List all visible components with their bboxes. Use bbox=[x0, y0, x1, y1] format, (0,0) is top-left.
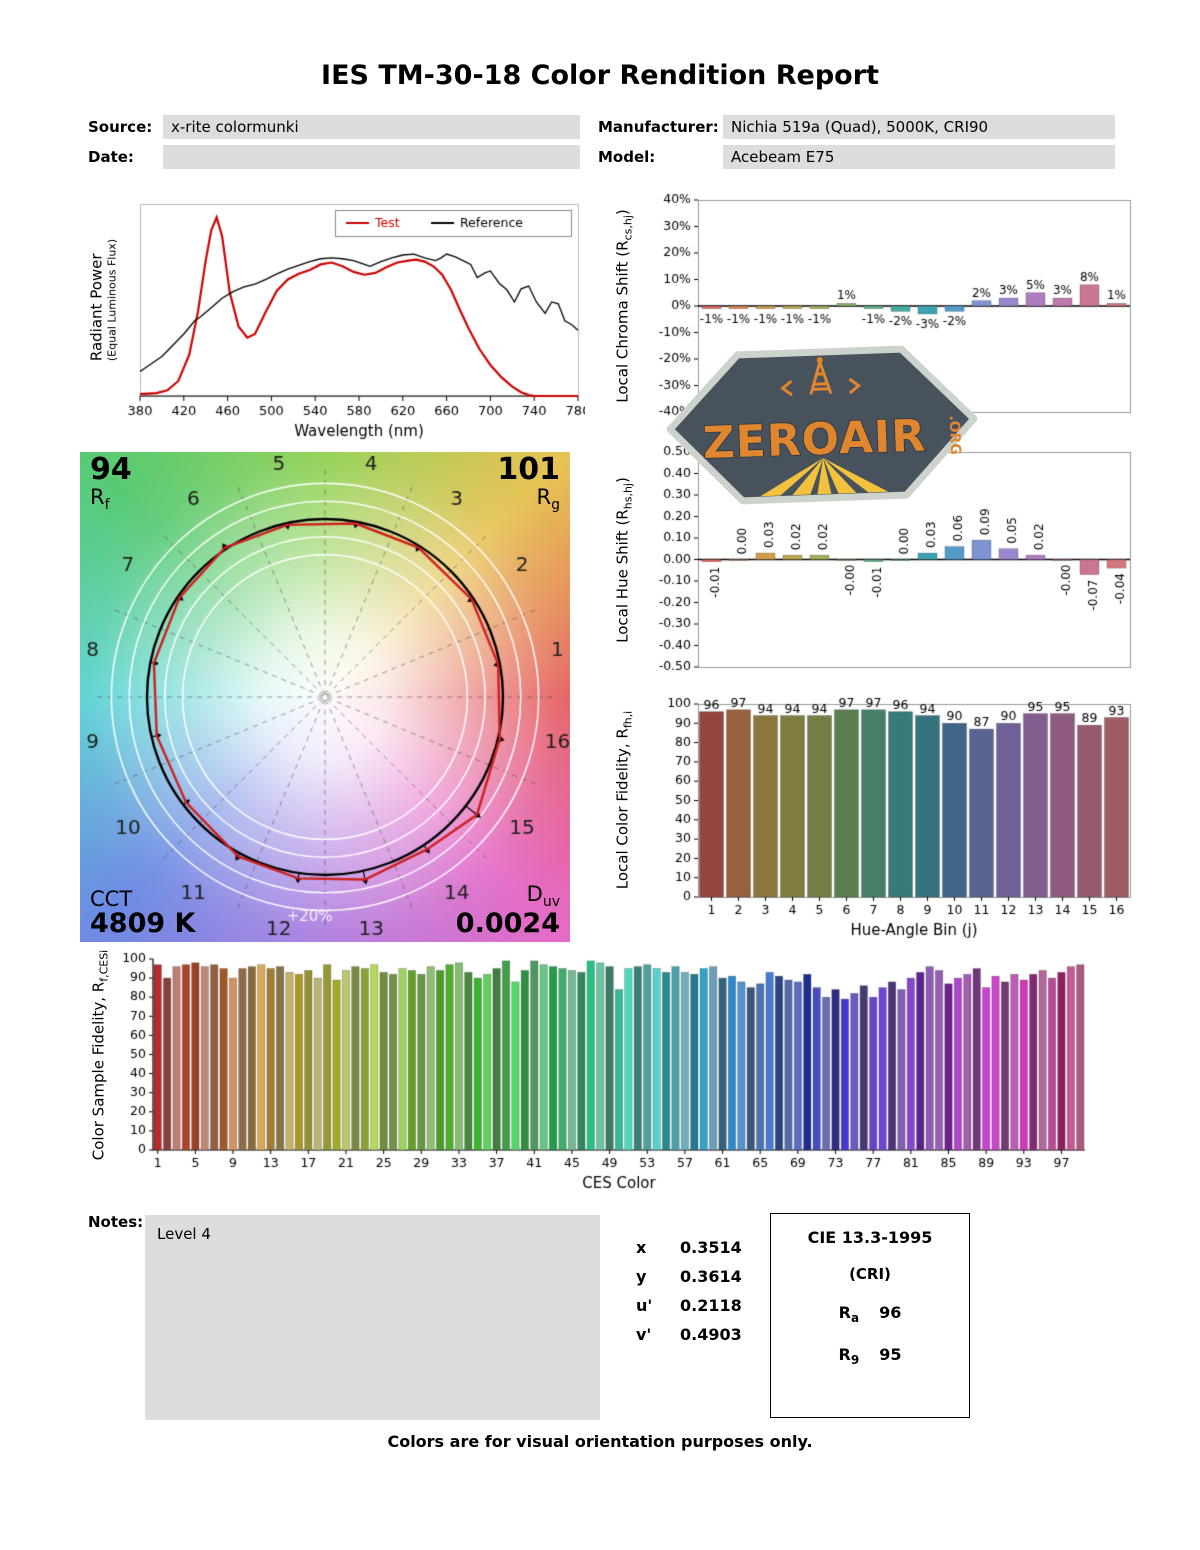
footer-note: Colors are for visual orientation purpos… bbox=[387, 1432, 813, 1451]
rg-block: 101 Rg bbox=[497, 454, 560, 512]
notes-box: Level 4 bbox=[145, 1215, 600, 1420]
badge-shell bbox=[666, 345, 978, 505]
date-label: Date: bbox=[88, 148, 134, 166]
cri-title: CIE 13.3-1995 bbox=[807, 1228, 933, 1247]
rg-value: 101 bbox=[497, 452, 560, 487]
date-value bbox=[163, 145, 580, 169]
hue-ylabel: Local Hue Shift (Rhs,hj) bbox=[613, 477, 635, 643]
watermark-name-text: ZEROAIR bbox=[702, 410, 927, 469]
manufacturer-label: Manufacturer: bbox=[598, 118, 719, 136]
color-vector-graphic: 94 Rf 101 Rg CCT 4809 K Duv 0.0024 bbox=[80, 452, 570, 942]
rf-label: Rf bbox=[90, 484, 110, 513]
duv-label: Duv bbox=[526, 881, 560, 910]
chroma-ylabel: Local Chroma Shift (Rcs,hj) bbox=[613, 209, 635, 403]
chromaticity-row: v' 0.4903 bbox=[636, 1325, 742, 1344]
notes-value: Level 4 bbox=[157, 1225, 211, 1243]
duv-value: 0.0024 bbox=[455, 907, 560, 939]
cri-box: CIE 13.3-1995 (CRI) Ra 96 R9 95 bbox=[770, 1213, 970, 1418]
chromaticity-row: x 0.3514 bbox=[636, 1238, 742, 1257]
manufacturer-value: Nichia 519a (Quad), 5000K, CRI90 bbox=[723, 115, 1115, 139]
spd-chart-canvas bbox=[85, 190, 585, 440]
chromaticity-row: y 0.3614 bbox=[636, 1267, 742, 1286]
fidelity-ylabel: Local Color Fidelity, Rfh,i bbox=[613, 710, 635, 890]
watermark-tld-text: .ORG bbox=[946, 415, 963, 455]
duv-block: Duv 0.0024 bbox=[456, 883, 560, 938]
ces-fidelity-canvas bbox=[75, 945, 1105, 1195]
cct-value: 4809 K bbox=[90, 907, 196, 939]
cri-subtitle: (CRI) bbox=[849, 1265, 891, 1283]
source-value: x-rite colormunki bbox=[163, 115, 580, 139]
local-color-fidelity-canvas bbox=[650, 692, 1150, 944]
notes-label: Notes: bbox=[88, 1213, 144, 1231]
source-label: Source: bbox=[88, 118, 153, 136]
chromaticity-row: u' 0.2118 bbox=[636, 1296, 742, 1315]
rf-value: 94 bbox=[90, 452, 132, 487]
cct-label: CCT bbox=[90, 886, 133, 911]
report-title: IES TM-30-18 Color Rendition Report bbox=[321, 60, 879, 91]
cct-block: CCT 4809 K bbox=[90, 888, 195, 938]
ces-ylabel: Color Sample Fidelity, Rf,CESi bbox=[89, 949, 111, 1161]
cri-r9-row: R9 95 bbox=[838, 1345, 902, 1368]
cvg-canvas bbox=[80, 452, 570, 942]
cri-ra-row: Ra 96 bbox=[838, 1303, 902, 1326]
model-label: Model: bbox=[598, 148, 656, 166]
zeroair-watermark: ZEROAIR .ORG bbox=[666, 345, 978, 505]
model-value: Acebeam E75 bbox=[723, 145, 1115, 169]
tower-top-dot bbox=[816, 357, 823, 364]
chromaticity-block: x 0.3514 y 0.3614 u' 0.2118 v' 0.4903 bbox=[636, 1238, 742, 1354]
rf-block: 94 Rf bbox=[90, 454, 132, 512]
spd-ylabel: Radiant Power (Equal Luminous Flux) bbox=[87, 238, 119, 362]
rg-label: Rg bbox=[536, 484, 560, 513]
